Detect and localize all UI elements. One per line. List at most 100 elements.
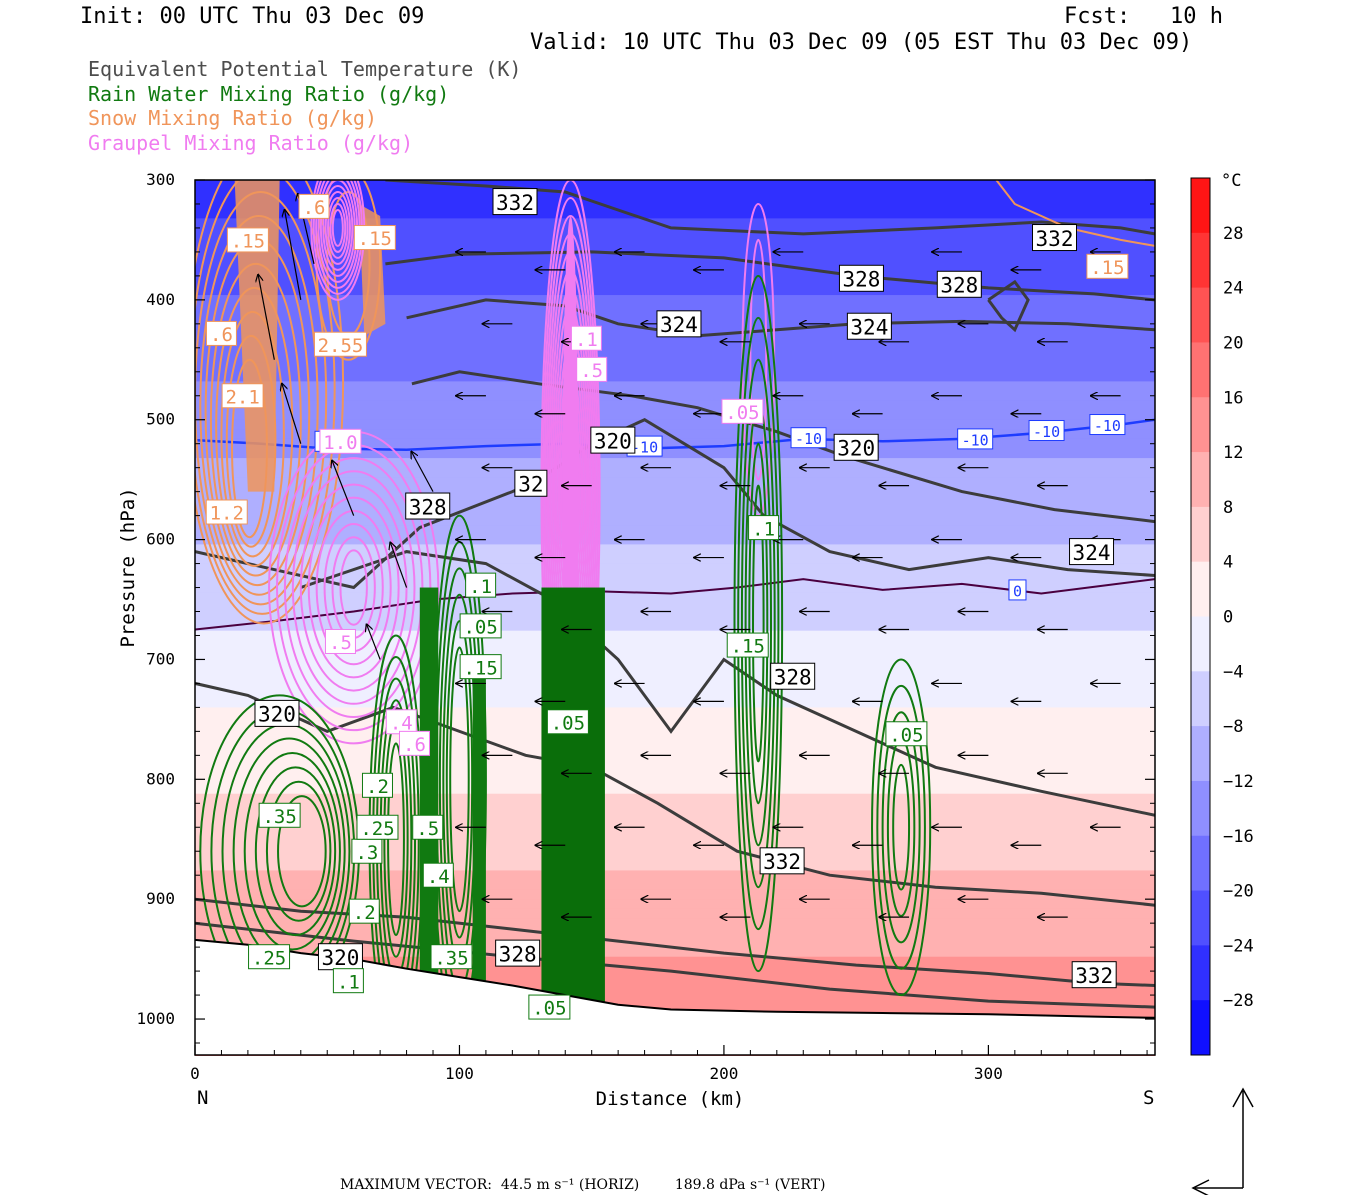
temperature-shade-band [195,745,1155,756]
theta-e-label-box [405,492,451,520]
theta-e-label: 324 [660,313,698,337]
temperature-shade-band [195,640,1155,651]
temperature-shade-band [195,227,1155,239]
y-tick-label: 300 [146,170,175,189]
snow-label: 2.55 [318,335,364,357]
rain-core [419,587,439,984]
colorbar-swatch [1191,835,1210,892]
y-tick-label: 400 [146,290,175,309]
rain-contour [892,763,911,891]
wind-vector [282,384,302,444]
temperature-shade-band [195,247,1155,258]
snow-label: .6 [210,324,233,346]
legend-theta-e: Equivalent Potential Temperature (K) [88,57,522,81]
temperature-shade-band [195,525,1155,536]
temperature-shade-band [195,275,1155,287]
theta-e-contour [411,370,1155,524]
wind-vector [367,624,381,660]
rain-label-box [726,632,769,658]
theta-e-label: 328 [940,274,978,298]
temperature-shade-band [195,448,1155,459]
x-tick-label: 300 [974,1064,1003,1083]
temperature-shade-band [195,649,1155,661]
temperature-shade-band [195,726,1155,737]
snow-label-box [298,193,330,219]
temperature-shade-band [195,697,1155,708]
isotherm-label: -10 [1033,423,1060,441]
colorbar-swatch [1191,506,1210,563]
colorbar-label: −24 [1223,936,1254,956]
temperature-shade-band [195,803,1155,814]
colorbar-label: 12 [1223,443,1243,463]
legend-graupel: Graupel Mixing Ratio (g/kg) [88,131,414,155]
temperature-shade-band [195,429,1155,440]
colorbar-label: 28 [1223,224,1243,244]
rain-label-box [422,862,454,888]
y-tick-label: 500 [146,410,175,429]
colorbar-swatch [1191,287,1210,343]
wind-vector [285,210,302,300]
temperature-shade-band [195,458,1155,469]
temperature-shade-band [195,544,1155,555]
theta-e-contour [406,298,1155,338]
isotherm-label: -10 [1094,417,1121,435]
y-tick-label: 900 [146,889,175,908]
colorbar-label: −4 [1223,662,1243,682]
colorbar-swatch [1191,671,1210,727]
temperature-shade-band [195,985,1155,996]
legend-snow: Snow Mixing Ratio (g/kg) [88,106,377,130]
temperature-shade-band [195,956,1155,967]
colorbar-frame [1190,177,1211,1056]
theta-e-label-box [254,699,300,727]
graupel-contour [749,238,768,481]
theta-e-label: 320 [258,703,296,727]
temperature-shade-band [195,870,1155,881]
rain-label-box [430,944,473,970]
theta-e-label-box [514,469,548,497]
isotherm-label-box [1089,414,1126,436]
north-endpoint-label: N [197,1087,208,1109]
temperature-shade-band [195,812,1155,824]
colorbar-swatch [1191,452,1210,508]
rain-label: .1 [752,518,775,540]
colorbar-label: −12 [1223,772,1254,792]
colorbar-swatch [1191,616,1210,672]
rain-label-box [459,654,502,680]
rain-contour [871,658,932,997]
colorbar-swatch [1191,342,1210,398]
temperature-shade-band [195,716,1155,728]
rain-label-box [528,994,571,1020]
snow-label-box [221,383,264,409]
wind-vector [332,461,355,516]
colorbar-swatch [1191,780,1210,837]
graupel-label-box [570,325,602,351]
temperature-shade-band [195,937,1155,948]
temperature-shade-band [195,333,1155,344]
isotherm-label: 0 [1013,582,1022,600]
rain-label-box [258,802,301,828]
rain-label-box [885,721,928,747]
rain-label-box [465,572,497,598]
graupel-contour [322,184,354,271]
graupel-contour [307,496,400,679]
legend-rain: Rain Water Mixing Ratio (g/kg) [88,82,450,106]
temperature-shade-band [195,736,1155,747]
colorbar-unit: °C [1221,171,1241,191]
colorbar-swatch [1191,178,1210,234]
graupel-label-box [385,709,417,735]
rain-core [541,587,605,1005]
rain-label-box [546,709,589,735]
theta-e-label-box [1069,538,1115,566]
graupel-contour [327,196,349,259]
temperature-shade-band [195,784,1155,795]
temperature-shade-band [195,419,1155,430]
theta-e-label-box [846,312,892,340]
temperature-shade-band [195,601,1155,613]
temperature-shade-band [195,573,1155,584]
temperature-shade-band [195,486,1155,498]
rain-label: .25 [252,947,286,969]
colorbar-label: −8 [1223,717,1243,737]
temperature-shade-band [195,669,1155,680]
graupel-label: .1 [575,329,598,351]
x-tick-label: 0 [190,1064,200,1083]
